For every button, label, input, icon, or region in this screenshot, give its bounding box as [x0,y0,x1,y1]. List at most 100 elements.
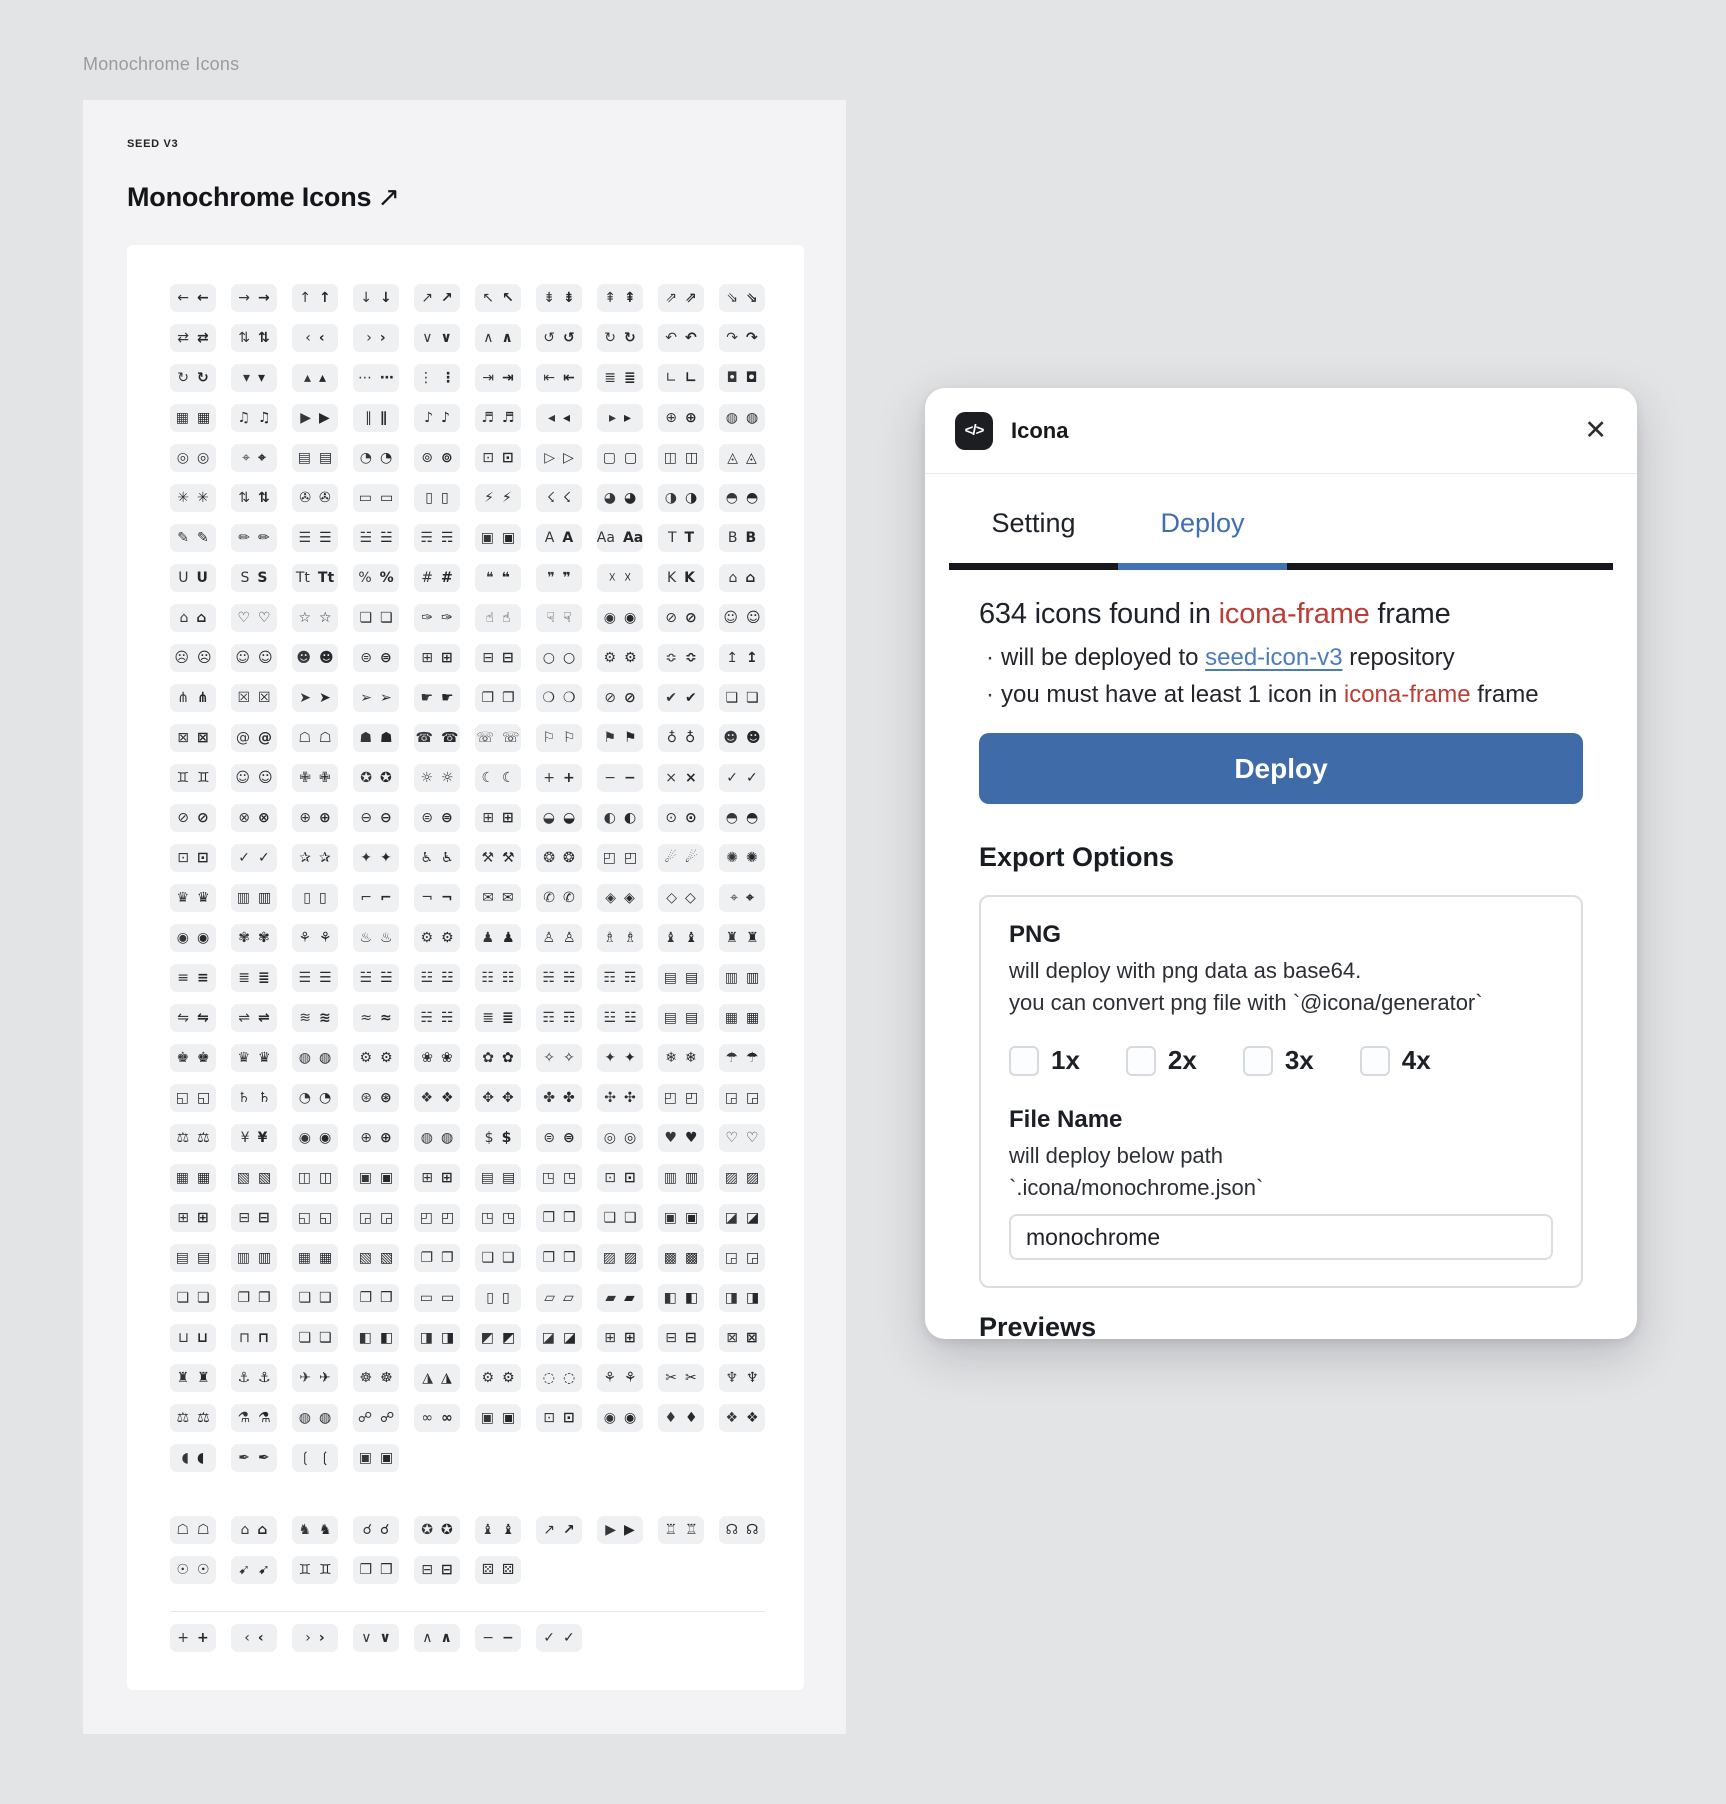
icon-pair-cell[interactable]: ▯ ▯ [475,1284,521,1312]
icon-pair-cell[interactable]: ⊜ ⊜ [536,1124,582,1152]
icon-pair-cell[interactable]: ☸ ☸ [353,1364,399,1392]
icon-pair-cell[interactable]: ✥ ✥ [475,1084,521,1112]
icon-pair-cell[interactable]: ⚓ ⚓ [231,1364,277,1392]
icon-pair-cell[interactable]: ☄ ☄ [658,844,704,872]
icon-pair-cell[interactable]: ⚗ ⚗ [231,1404,277,1432]
icon-pair-cell[interactable]: ▦ ▦ [292,1244,338,1272]
icon-pair-cell[interactable]: ☱ ☱ [353,524,399,552]
icon-pair-cell[interactable]: ☖ ☖ [170,1516,216,1544]
icon-pair-cell[interactable]: ▭ ▭ [414,1284,460,1312]
icon-pair-cell[interactable]: ◮ ◮ [414,1364,460,1392]
icon-pair-cell[interactable]: ∥ ∥ [353,404,399,432]
icon-pair-cell[interactable]: ▧ ▧ [353,1244,399,1272]
icon-pair-cell[interactable]: ≣ ≣ [231,964,277,992]
icon-pair-cell[interactable]: ⚐ ⚐ [536,724,582,752]
icon-pair-cell[interactable]: ☾ ☾ [475,764,521,792]
icon-pair-cell[interactable]: ♟ ♟ [475,924,521,952]
icon-pair-cell[interactable]: ▣ ▣ [658,1204,704,1232]
icon-pair-cell[interactable]: ✉ ✉ [475,884,521,912]
icon-pair-cell[interactable]: ≣ ≣ [597,364,643,392]
icon-pair-cell[interactable]: › › [353,324,399,352]
icon-pair-cell[interactable]: ▾ ▾ [231,364,277,392]
icon-pair-cell[interactable]: ↷ ↷ [719,324,765,352]
icon-pair-cell[interactable]: ≈ ≈ [353,1004,399,1032]
icon-pair-cell[interactable]: ▣ ▣ [353,1444,399,1472]
icon-pair-cell[interactable]: ♡ ♡ [719,1124,765,1152]
icon-pair-cell[interactable]: − − [475,1624,521,1652]
icon-pair-cell[interactable]: ◒ ◒ [536,804,582,832]
icon-pair-cell[interactable]: ⊙ ⊙ [658,804,704,832]
icon-pair-cell[interactable]: ☏ ☏ [475,724,521,752]
icon-pair-cell[interactable]: ❑ ❑ [597,1204,643,1232]
icon-pair-cell[interactable]: ⚡ ⚡ [475,484,521,512]
icon-pair-cell[interactable]: ▤ ▤ [170,1244,216,1272]
icon-pair-cell[interactable]: ◍ ◍ [292,1044,338,1072]
icon-pair-cell[interactable]: ⊘ ⊘ [597,684,643,712]
icon-pair-cell[interactable]: ◳ ◳ [536,1164,582,1192]
icon-pair-cell[interactable]: ❞ ❞ [536,564,582,592]
icon-pair-cell[interactable]: + + [536,764,582,792]
icon-pair-cell[interactable]: ❐ ❐ [414,1244,460,1272]
icon-pair-cell[interactable]: ◨ ◨ [719,1284,765,1312]
icon-pair-cell[interactable]: ▷ ▷ [536,444,582,472]
icon-pair-cell[interactable]: ⊡ ⊡ [170,844,216,872]
icon-pair-cell[interactable]: ❖ ❖ [719,1404,765,1432]
icon-pair-cell[interactable]: ☺ ☺ [231,644,277,672]
icon-pair-cell[interactable]: ☴ ☴ [414,524,460,552]
icon-pair-cell[interactable]: ¥ ¥ [231,1124,277,1152]
icon-pair-cell[interactable]: ▥ ▥ [658,1164,704,1192]
icon-pair-cell[interactable]: ‹ ‹ [231,1624,277,1652]
icon-pair-cell[interactable]: ⊔ ⊔ [170,1324,216,1352]
icon-pair-cell[interactable]: ‹ ‹ [292,324,338,352]
icon-pair-cell[interactable]: ⊜ ⊜ [414,804,460,832]
icon-pair-cell[interactable]: ⚄ ⚄ [475,1556,521,1584]
icon-pair-cell[interactable]: ⋮ ⋮ [414,364,460,392]
icon-pair-cell[interactable]: ☆ ☆ [292,604,338,632]
icon-pair-cell[interactable]: ❝ ❝ [475,564,521,592]
icon-pair-cell[interactable]: ⊠ ⊠ [170,724,216,752]
icon-pair-cell[interactable]: ◈ ◈ [597,884,643,912]
icon-pair-cell[interactable]: ◬ ◬ [719,444,765,472]
icon-pair-cell[interactable]: ✾ ✾ [231,924,277,952]
icon-pair-cell[interactable]: ⊞ ⊞ [475,804,521,832]
icon-pair-cell[interactable]: ⋯ ⋯ [353,364,399,392]
icon-pair-cell[interactable]: ♜ ♜ [719,924,765,952]
icon-pair-cell[interactable]: ▦ ▦ [170,404,216,432]
icon-pair-cell[interactable]: − − [597,764,643,792]
icon-pair-cell[interactable]: ≡ ≡ [170,964,216,992]
icon-pair-cell[interactable]: ◲ ◲ [353,1204,399,1232]
icon-pair-cell[interactable]: ⊕ ⊕ [353,1124,399,1152]
icon-pair-cell[interactable]: ⊡ ⊡ [597,1164,643,1192]
icon-pair-cell[interactable]: ◉ ◉ [597,1404,643,1432]
icon-pair-cell[interactable]: ☻ ☻ [292,644,338,672]
icon-pair-cell[interactable]: ▯ ▯ [292,884,338,912]
icon-pair-cell[interactable]: ♛ ♛ [170,884,216,912]
icon-pair-cell[interactable]: ➹ ➹ [231,1556,277,1584]
icon-pair-cell[interactable]: ↶ ↶ [658,324,704,352]
icon-pair-cell[interactable]: Aa Aa [597,524,643,552]
icon-pair-cell[interactable]: %% [353,564,399,592]
icon-pair-cell[interactable]: ⚙ ⚙ [353,1044,399,1072]
icon-pair-cell[interactable]: ☳ ☳ [597,1004,643,1032]
icon-pair-cell[interactable]: ⊡ ⊡ [475,444,521,472]
icon-pair-cell[interactable]: ☰ ☰ [292,964,338,992]
icon-pair-cell[interactable]: ◰ ◰ [658,1084,704,1112]
icon-pair-cell[interactable]: ≣ ≣ [475,1004,521,1032]
icon-pair-cell[interactable]: ▥ ▥ [231,884,277,912]
icon-pair-cell[interactable]: ⊕ ⊕ [658,404,704,432]
icon-pair-cell[interactable]: # # [414,564,460,592]
icon-pair-cell[interactable]: ♁ ♁ [658,724,704,752]
icon-pair-cell[interactable]: ◍ ◍ [414,1124,460,1152]
icon-pair-cell[interactable]: ⇌ ⇌ [231,1004,277,1032]
icon-pair-cell[interactable]: ◕ ◕ [597,484,643,512]
icon-pair-cell[interactable]: ⊗ ⊗ [231,804,277,832]
icon-pair-cell[interactable]: ◉ ◉ [292,1124,338,1152]
icon-pair-cell[interactable]: ♛ ♛ [231,1044,277,1072]
icon-pair-cell[interactable]: ⊡ ⊡ [536,1404,582,1432]
icon-pair-cell[interactable]: ✔ ✔ [658,684,704,712]
icon-pair-cell[interactable]: ◑ ◑ [658,484,704,512]
icon-pair-cell[interactable]: ▦ ▦ [170,1164,216,1192]
icon-pair-cell[interactable]: ◫ ◫ [292,1164,338,1192]
